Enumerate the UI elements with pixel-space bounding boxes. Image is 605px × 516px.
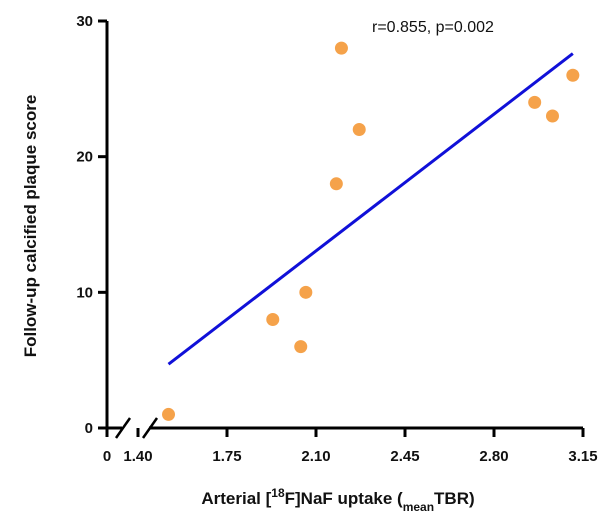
data-point [352, 123, 366, 137]
regression-line [167, 52, 574, 366]
x-tick-label: 2.45 [390, 448, 419, 465]
y-tick-label: 30 [76, 13, 93, 30]
y-axis-title: Follow-up calcified plaque score [21, 95, 40, 358]
data-point [266, 312, 280, 326]
tick-labels: 0 10 20 30 0 1.40 1.75 2.10 2.45 2.80 3.15 [76, 13, 597, 465]
x-tick-label: 1.40 [123, 448, 152, 465]
data-point [334, 41, 348, 55]
data-point [329, 177, 343, 191]
y-tick-label: 10 [76, 284, 93, 301]
axis-break-mark [114, 417, 132, 439]
axes [98, 19, 585, 439]
data-points [162, 41, 580, 421]
correlation-annotation: r=0.855, p=0.002 [372, 19, 494, 36]
y-tick-label: 20 [76, 149, 93, 166]
x-axis-title: Arterial [18F]NaF uptake (meanTBR) [201, 486, 474, 514]
x-axis-title-prefix: Arterial [ [201, 489, 271, 508]
y-tick-label: 0 [85, 420, 93, 437]
x-axis-title-sub: mean [403, 500, 434, 514]
x-axis-title-mid: F]NaF uptake ( [285, 489, 403, 508]
data-point [162, 407, 176, 421]
x-tick-label: 2.80 [479, 448, 508, 465]
data-point [528, 95, 542, 109]
x-tick-label: 0 [103, 448, 111, 465]
x-axis-title-sup: 18 [271, 486, 285, 500]
data-point [299, 285, 313, 299]
x-tick-label: 3.15 [568, 448, 597, 465]
axis-break-mark [141, 417, 159, 439]
data-point [545, 109, 559, 123]
data-point [566, 68, 580, 82]
x-tick-label: 1.75 [212, 448, 241, 465]
data-point [294, 340, 308, 354]
x-tick-label: 2.10 [301, 448, 330, 465]
x-axis-title-suffix: TBR) [434, 489, 475, 508]
